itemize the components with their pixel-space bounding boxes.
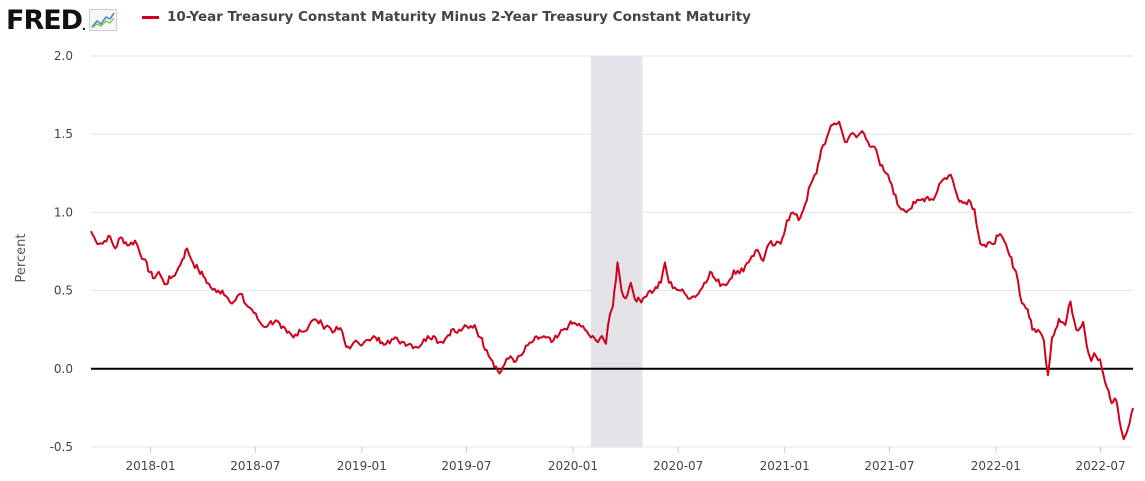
- x-tick-label: 2018-01: [126, 459, 176, 473]
- recession-band: [590, 56, 643, 447]
- y-tick-label: 0.0: [54, 362, 73, 376]
- y-tick-label: 2.0: [54, 49, 73, 63]
- y-tick-label: 1.5: [54, 127, 73, 141]
- y-tick-label: 0.5: [54, 284, 73, 298]
- series-layer: [90, 120, 1134, 441]
- y-tick-label: 1.0: [54, 205, 73, 219]
- legend-swatch: [142, 15, 159, 19]
- x-tick-label: 2022-01: [971, 459, 1021, 473]
- y-tick-label: -0.5: [50, 440, 73, 454]
- x-tick-label: 2021-01: [760, 459, 810, 473]
- y-axis-ticks: 2.0 1.5 1.0 0.5 0.0 -0.5: [50, 49, 73, 454]
- trend-chart-icon: [88, 9, 117, 31]
- legend-series-label: 10-Year Treasury Constant Maturity Minus…: [167, 9, 751, 25]
- x-tick-label: 2022-07: [1076, 459, 1126, 473]
- chart-legend[interactable]: 10-Year Treasury Constant Maturity Minus…: [142, 9, 751, 25]
- recession-shading: [590, 56, 643, 447]
- x-tick-label: 2020-07: [653, 459, 703, 473]
- chart-header: FRED . 10-Year Treasury Constant Maturit…: [0, 0, 1145, 40]
- series-line-0[interactable]: [90, 120, 1134, 441]
- x-tick-label: 2021-07: [864, 459, 914, 473]
- x-tick-label: 2018-07: [230, 459, 280, 473]
- fred-logo[interactable]: FRED .: [6, 3, 117, 37]
- y-axis-title: Percent: [14, 234, 29, 283]
- x-tick-label: 2019-01: [337, 459, 387, 473]
- fred-logo-dot: .: [81, 12, 87, 35]
- x-axis-ticks: 2018-01 2018-07 2019-01 2019-07 2020-01 2020-…: [126, 447, 1126, 473]
- fred-logo-text: FRED: [6, 4, 83, 36]
- x-tick-label: 2020-01: [548, 459, 598, 473]
- x-tick-label: 2019-07: [441, 459, 491, 473]
